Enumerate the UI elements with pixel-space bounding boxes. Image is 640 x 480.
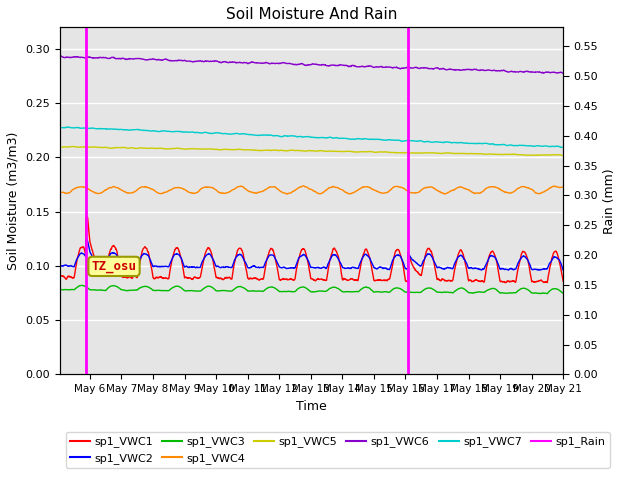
- Title: Soil Moisture And Rain: Soil Moisture And Rain: [226, 7, 397, 22]
- Y-axis label: Rain (mm): Rain (mm): [604, 168, 616, 234]
- Text: TZ_osu: TZ_osu: [92, 260, 136, 273]
- Legend: sp1_VWC1, sp1_VWC2, sp1_VWC3, sp1_VWC4, sp1_VWC5, sp1_VWC6, sp1_VWC7, sp1_Rain: sp1_VWC1, sp1_VWC2, sp1_VWC3, sp1_VWC4, …: [65, 432, 610, 468]
- Y-axis label: Soil Moisture (m3/m3): Soil Moisture (m3/m3): [7, 132, 20, 270]
- X-axis label: Time: Time: [296, 400, 327, 413]
